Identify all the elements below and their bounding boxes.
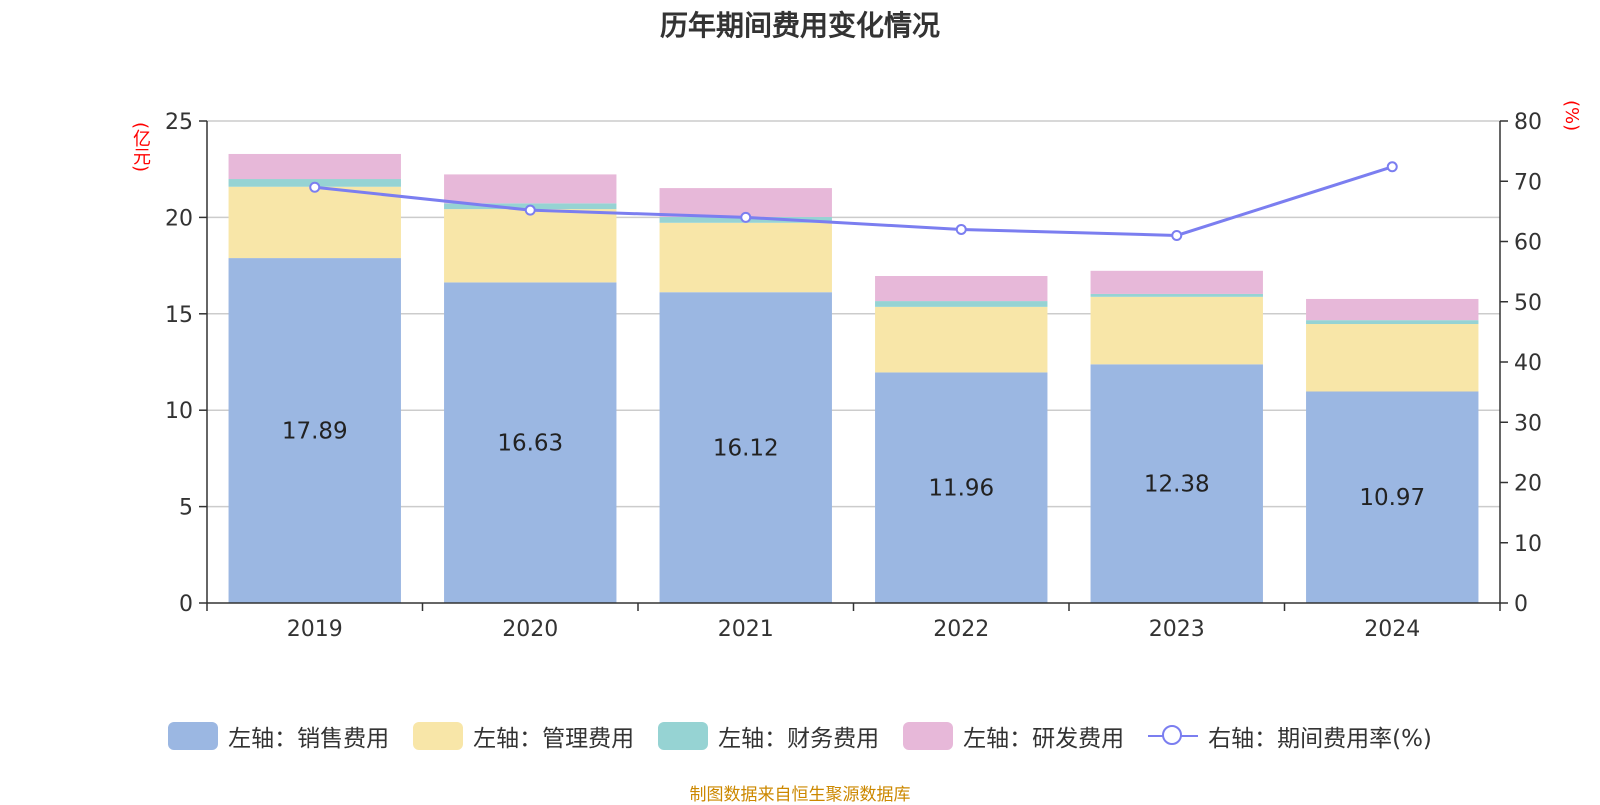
bar-series0-2020 <box>444 282 617 603</box>
bar-label-2024: 10.97 <box>1359 485 1425 511</box>
line-point-2022 <box>955 223 967 235</box>
legend-item-2[interactable]: 左轴：财务费用 <box>658 719 879 753</box>
legend-label: 左轴：管理费用 <box>473 726 635 752</box>
right-tick-label-6: 60 <box>1514 231 1542 256</box>
bar-series3-2023 <box>1090 270 1263 294</box>
bar-series3-2022 <box>875 276 1048 302</box>
left-tick-label-3: 15 <box>165 303 193 328</box>
line-series-0 <box>314 165 1393 237</box>
legend-label: 左轴：销售费用 <box>228 726 390 752</box>
bar-series1-2024 <box>1306 324 1479 392</box>
x-tick-label-2021: 2021 <box>718 617 774 642</box>
chart-plot: 0 5 10 15 20 25 0 10 20 30 40 50 60 70 80 17.89 16.63 16.… <box>165 110 1542 642</box>
left-tick-label-5: 25 <box>165 110 193 135</box>
bar-label-2022: 11.96 <box>928 476 994 502</box>
bar-series1-2023 <box>1090 296 1263 365</box>
bar-series2-2024 <box>1306 320 1479 325</box>
bar-series3-2020 <box>444 174 617 204</box>
bar-series0-2024 <box>1306 391 1479 603</box>
bar-series1-2022 <box>875 306 1048 373</box>
legend-swatch <box>413 722 464 750</box>
line-point-2019 <box>309 181 321 193</box>
bar-series1-2021 <box>659 222 832 293</box>
left-axis-unit: (亿元) <box>130 122 151 173</box>
x-tick-label-2022: 2022 <box>933 617 989 642</box>
right-tick-label-4: 40 <box>1514 351 1542 376</box>
line-point-2020 <box>524 204 536 216</box>
right-tick-label-2: 20 <box>1514 472 1542 497</box>
legend-item-0[interactable]: 左轴：销售费用 <box>168 719 389 753</box>
line-point-2023 <box>1171 229 1183 241</box>
left-tick-label-2: 10 <box>165 399 193 424</box>
bar-series0-2023 <box>1090 364 1263 603</box>
right-axis-unit: (%) <box>1561 100 1582 132</box>
legend-label: 右轴：期间费用率(%) <box>1208 726 1432 752</box>
legend-line-swatch <box>1148 722 1199 750</box>
bar-label-2019: 17.89 <box>282 419 348 445</box>
chart-legend: 左轴：销售费用 左轴：管理费用 左轴：财务费用 左轴：研发费用 右轴：期间费用率(%) <box>0 718 1600 754</box>
right-tick-label-5: 50 <box>1514 291 1542 316</box>
line-point-2024 <box>1386 161 1398 173</box>
legend-label: 左轴：研发费用 <box>963 726 1125 752</box>
chart-title: 历年期间费用变化情况 <box>659 9 940 42</box>
legend-item-1[interactable]: 左轴：管理费用 <box>413 719 634 753</box>
left-tick-label-1: 5 <box>179 496 193 521</box>
line-point-2021 <box>740 211 752 223</box>
legend-swatch <box>658 722 709 750</box>
legend-swatch <box>903 722 954 750</box>
x-tick-label-2024: 2024 <box>1364 617 1420 642</box>
right-tick-label-3: 30 <box>1514 411 1542 436</box>
bar-series1-2019 <box>228 186 401 259</box>
bar-series0-2019 <box>228 258 401 603</box>
x-tick-label-2019: 2019 <box>287 617 343 642</box>
bar-series0-2021 <box>659 292 832 603</box>
bar-series0-2022 <box>875 372 1048 603</box>
data-source-note: 制图数据来自恒生聚源数据库 <box>689 785 911 805</box>
bar-series2-2023 <box>1090 293 1263 297</box>
x-tick-label-2023: 2023 <box>1149 617 1205 642</box>
left-tick-label-0: 0 <box>179 592 193 617</box>
x-tick-label-2020: 2020 <box>502 617 558 642</box>
legend-label: 左轴：财务费用 <box>718 726 880 752</box>
left-tick-label-4: 20 <box>165 206 193 231</box>
legend-item-3[interactable]: 左轴：研发费用 <box>903 719 1124 753</box>
right-tick-label-1: 10 <box>1514 532 1542 557</box>
bar-label-2021: 16.12 <box>713 436 779 462</box>
bar-series1-2020 <box>444 209 617 283</box>
right-tick-label-8: 80 <box>1514 110 1542 135</box>
bar-label-2020: 16.63 <box>497 431 563 457</box>
right-tick-label-0: 0 <box>1514 592 1528 617</box>
bar-series3-2019 <box>228 153 401 180</box>
legend-item-4[interactable]: 右轴：期间费用率(%) <box>1148 719 1432 753</box>
legend-swatch <box>168 722 219 750</box>
right-tick-label-7: 70 <box>1514 170 1542 195</box>
bar-series2-2022 <box>875 301 1048 307</box>
bar-series3-2024 <box>1306 298 1479 321</box>
bar-label-2023: 12.38 <box>1144 472 1210 498</box>
